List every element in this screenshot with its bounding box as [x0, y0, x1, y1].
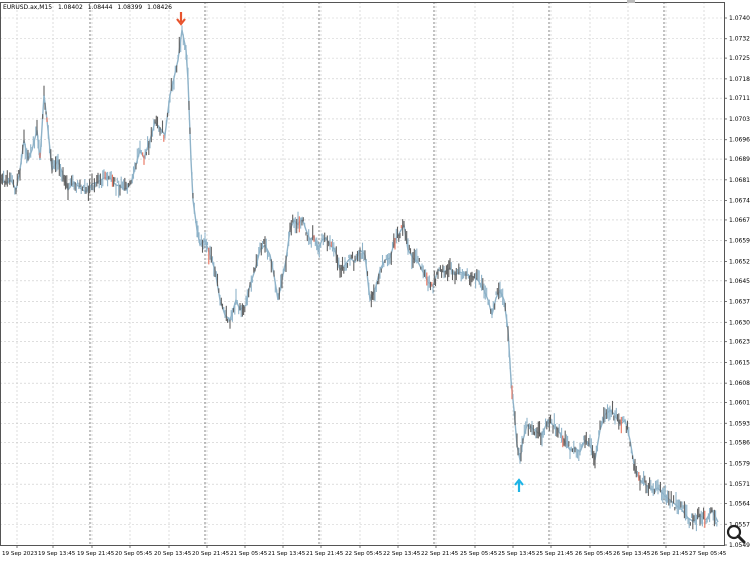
time-axis-label: 22 Sep 21:45	[421, 551, 459, 557]
grid-layer	[0, 2, 724, 545]
price-axis-label: 1.06520	[729, 258, 750, 265]
price-axis-label: 1.05790	[729, 460, 750, 467]
time-axis-label: 19 Sep 21:45	[77, 551, 115, 557]
price-axis-label: 1.05865	[729, 440, 750, 447]
time-axis-label: 26 Sep 21:45	[651, 551, 689, 557]
price-axis-label: 1.05935	[729, 420, 750, 427]
candles-layer	[0, 26, 718, 532]
price-axis-label: 1.06670	[729, 217, 750, 224]
header-open: 1.08402	[58, 4, 83, 11]
scroll-marker[interactable]	[627, 0, 635, 3]
price-axis-label: 1.05715	[729, 481, 750, 488]
chart-header: EURUSD.ax,M15 1.08402 1.08444 1.08399 1.…	[3, 4, 172, 11]
price-axis-label: 1.07400	[729, 15, 750, 22]
header-close: 1.08426	[147, 4, 172, 11]
time-axis-label: 19 Sep 2023	[2, 551, 38, 557]
time-axis-label: 27 Sep 05:45	[689, 551, 727, 557]
price-axis-label: 1.06230	[729, 339, 750, 346]
time-axis-label: 25 Sep 05:45	[460, 551, 498, 557]
price-axis-label: 1.06080	[729, 380, 750, 387]
price-axis-label: 1.06960	[729, 137, 750, 144]
header-low: 1.08399	[117, 4, 142, 11]
header-symbol: EURUSD.ax,M15	[3, 4, 52, 11]
header-high: 1.08444	[88, 4, 113, 11]
time-axis-label: 19 Sep 13:45	[38, 551, 76, 557]
time-axis-label: 25 Sep 21:45	[536, 551, 574, 557]
price-axis-label: 1.05645	[729, 501, 750, 508]
time-axis-label: 21 Sep 21:45	[306, 551, 344, 557]
buy-arrow-icon	[515, 480, 523, 492]
price-axis-label: 1.06450	[729, 278, 750, 285]
time-axis-label: 26 Sep 05:45	[575, 551, 613, 557]
time-axis-label: 22 Sep 05:45	[345, 551, 383, 557]
price-axis-label: 1.06815	[729, 177, 750, 184]
sell-arrow-icon	[177, 12, 185, 24]
time-axis-label: 22 Sep 13:45	[383, 551, 421, 557]
time-axis-label: 26 Sep 13:45	[613, 551, 651, 557]
price-axis-label: 1.05495	[729, 542, 750, 549]
price-axis-label: 1.06890	[729, 156, 750, 163]
price-axis-label: 1.07035	[729, 116, 750, 123]
time-axis-label: 25 Sep 13:45	[498, 551, 536, 557]
plot-frame	[1, 3, 725, 546]
price-axis-label: 1.06375	[729, 299, 750, 306]
price-axis-label: 1.06300	[729, 319, 750, 326]
zoom-icon[interactable]	[728, 526, 744, 542]
time-axis-label: 20 Sep 05:45	[115, 551, 153, 557]
time-axis-label: 20 Sep 13:45	[154, 551, 192, 557]
markers-layer	[177, 12, 523, 492]
price-axis-label: 1.06010	[729, 400, 750, 407]
time-axis-label: 21 Sep 13:45	[268, 551, 306, 557]
time-axis-label: 20 Sep 21:45	[192, 551, 230, 557]
price-axis-label: 1.07110	[729, 95, 750, 102]
price-axis-label: 1.07255	[729, 55, 750, 62]
price-trace	[0, 30, 718, 522]
price-axis-label: 1.07180	[729, 76, 750, 83]
price-axis-label: 1.06595	[729, 238, 750, 245]
price-axis-label: 1.07325	[729, 36, 750, 43]
price-axis-label: 1.06740	[729, 198, 750, 205]
time-axis-label: 21 Sep 05:45	[230, 551, 268, 557]
price-axis-label: 1.06155	[729, 359, 750, 366]
